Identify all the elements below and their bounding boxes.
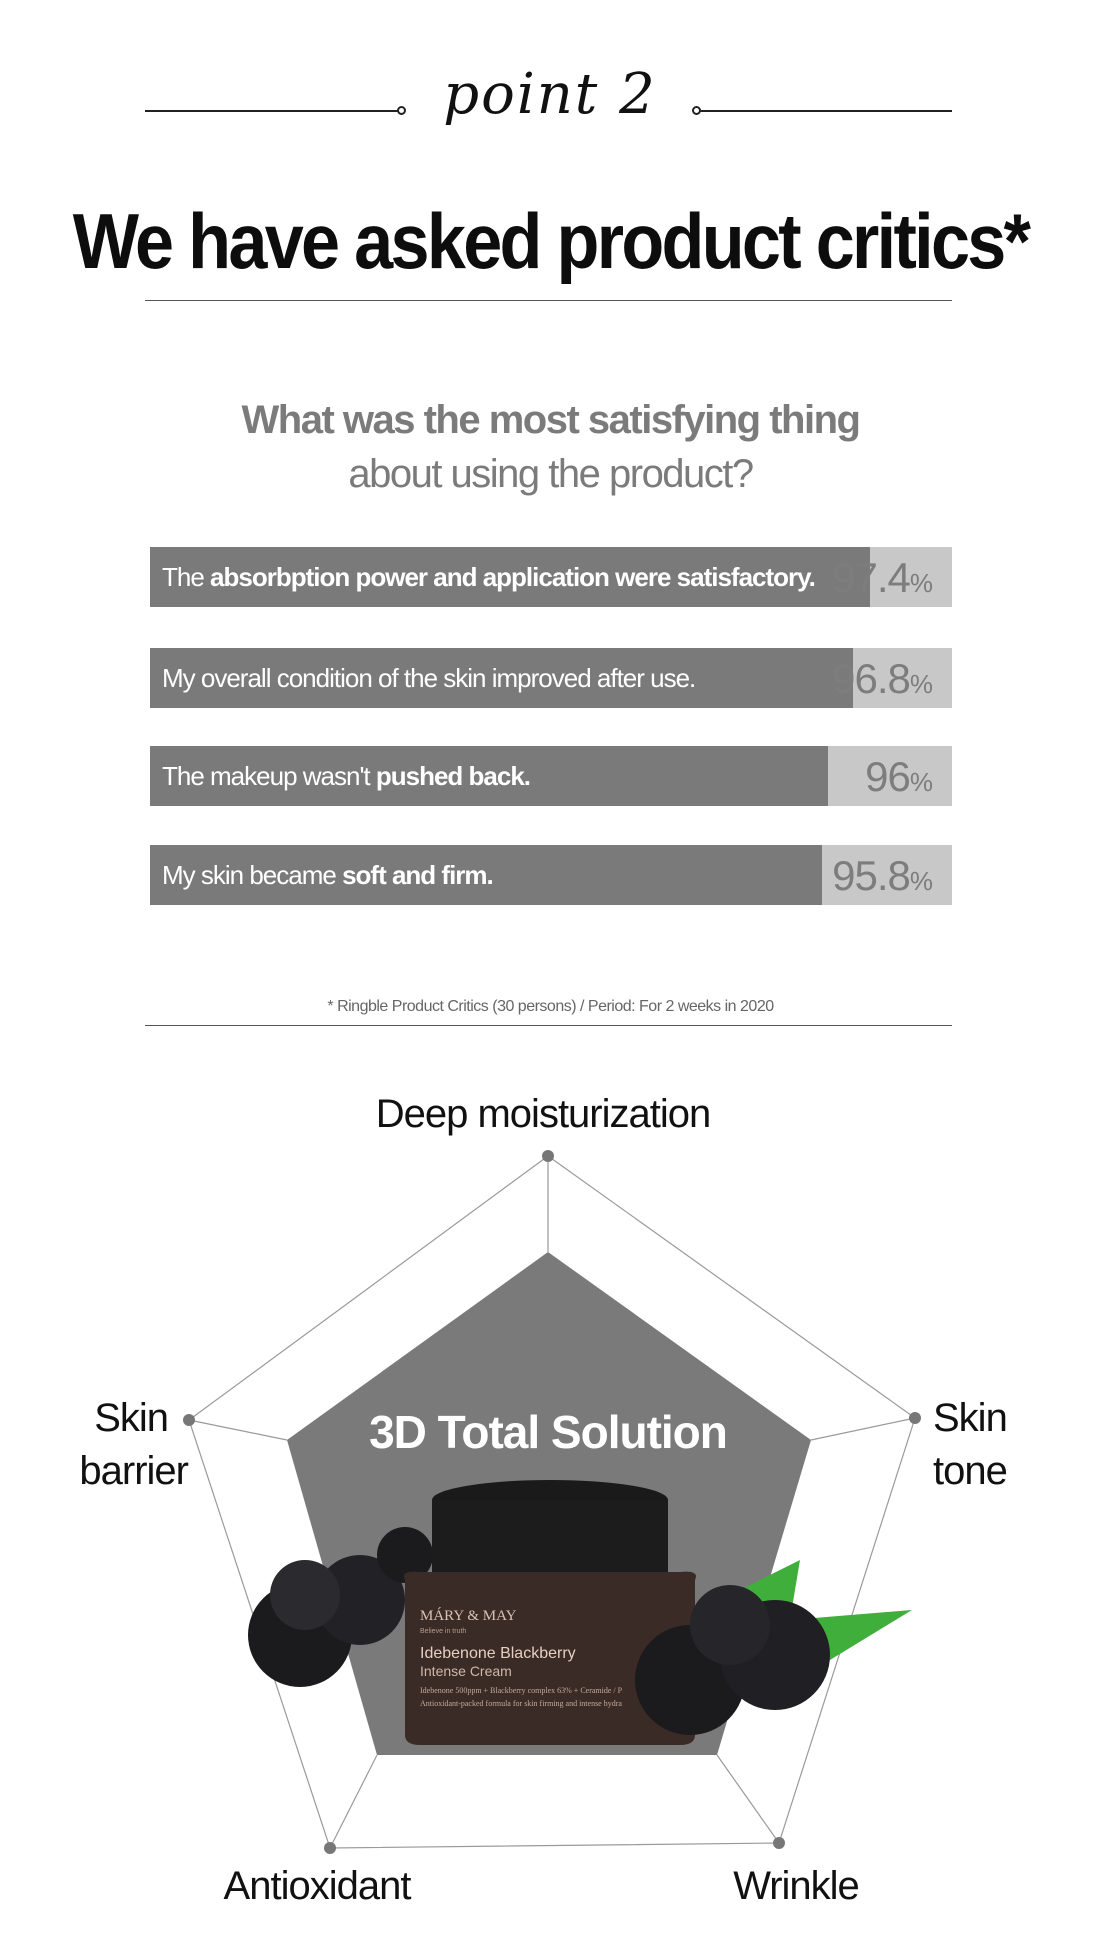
radar-spoke — [716, 1754, 780, 1844]
radar-label-skin-tone-2: tone — [933, 1449, 1008, 1493]
radar-spoke — [810, 1417, 916, 1441]
survey-bar-label: The absorbption power and application we… — [162, 562, 816, 592]
radar-grid — [188, 1155, 916, 1849]
decor-dot-left — [397, 106, 406, 115]
survey-bar-value: 97.4% — [832, 554, 933, 601]
survey-bar: The makeup wasn't pushed back. 96% — [150, 746, 952, 806]
decor-line-left — [145, 110, 399, 112]
radar-label-skin-barrier-1: Skin — [94, 1396, 169, 1440]
survey-bar: My skin became soft and firm. 95.8% — [150, 845, 952, 905]
survey-bar: The absorbption power and application we… — [150, 547, 952, 607]
point-label: point 2 — [443, 62, 657, 127]
radar-vertex — [324, 1842, 336, 1854]
survey-bar-value: 95.8% — [832, 852, 933, 899]
survey-bar-value: 96% — [865, 753, 933, 800]
radar-vertex — [183, 1414, 195, 1426]
survey-bar-fill — [150, 648, 853, 708]
radar-vertex — [773, 1837, 785, 1849]
radar-chart: MÁRY & MAY Believe in truth Idebenone Bl… — [183, 1150, 921, 1854]
divider — [145, 1025, 952, 1026]
survey-bar-label: My overall condition of the skin improve… — [162, 663, 696, 693]
product-name-line1: Idebenone Blackberry — [420, 1645, 576, 1662]
radar-center-label: 3D Total Solution — [369, 1406, 728, 1458]
decor-line-right — [700, 110, 952, 112]
survey-bar-label: The makeup wasn't pushed back. — [162, 761, 531, 791]
survey-question-line2: about using the product? — [348, 452, 754, 496]
survey-bar-label: My skin became soft and firm. — [162, 860, 494, 890]
blackberries-left — [248, 1527, 433, 1687]
survey-bar-fill — [150, 547, 871, 607]
radar-label-wrinkle: Wrinkle — [733, 1864, 860, 1908]
radar-vertex — [909, 1412, 921, 1424]
footnote: * Ringble Product Critics (30 persons) /… — [327, 998, 774, 1015]
page-title: We have asked product critics* — [72, 197, 1031, 285]
radar-spoke — [188, 1419, 288, 1441]
product-ingredients: Idebenone 500ppm + Blackberry complex 63… — [420, 1686, 623, 1695]
radar-label-antioxidant: Antioxidant — [223, 1864, 412, 1908]
product-jar: MÁRY & MAY Believe in truth Idebenone Bl… — [248, 1480, 912, 1745]
survey-bar: My overall condition of the skin improve… — [150, 648, 952, 708]
product-brand: MÁRY & MAY — [420, 1607, 517, 1624]
survey-question-line1: What was the most satisfying thing — [241, 398, 861, 442]
survey-bar-fill — [150, 845, 823, 905]
radar-label-deep-moisturization: Deep moisturization — [375, 1092, 712, 1136]
divider — [145, 300, 952, 301]
product-name-line2: Intense Cream — [420, 1663, 512, 1679]
survey-bar-fill — [150, 746, 829, 806]
radar-label-skin-barrier-2: barrier — [79, 1449, 189, 1493]
blackberries-right — [635, 1560, 912, 1735]
radar-vertex — [542, 1150, 554, 1162]
radar-spoke — [329, 1754, 378, 1849]
survey-bar-value: 96.8% — [832, 655, 933, 702]
product-description: Antioxidant-packed formula for skin firm… — [420, 1699, 622, 1708]
product-tagline: Believe in truth — [420, 1628, 466, 1635]
radar-label-skin-tone-1: Skin — [933, 1396, 1008, 1440]
